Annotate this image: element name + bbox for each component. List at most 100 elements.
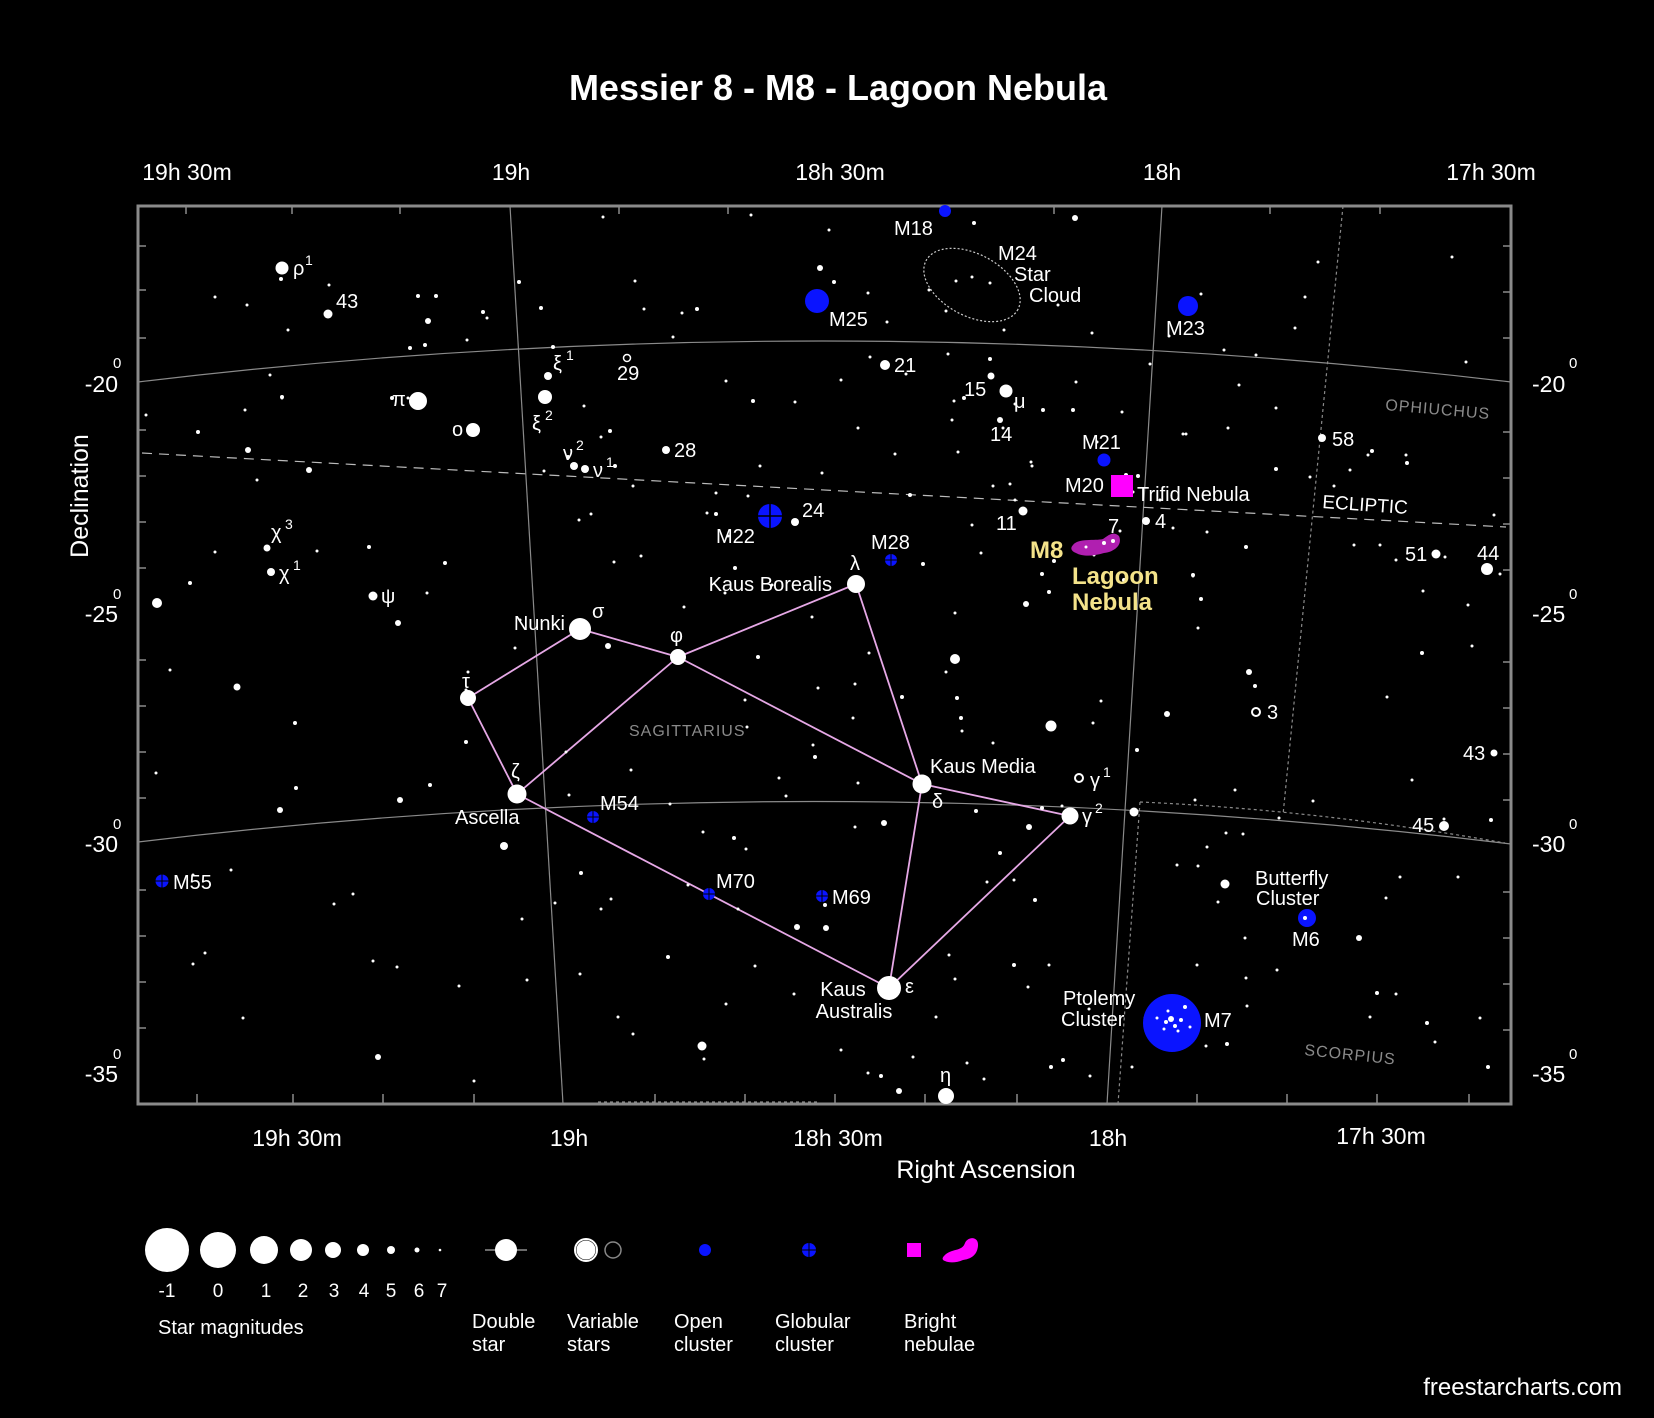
legend-variable-star-ring (574, 1238, 598, 1262)
star-kaus-media (912, 774, 932, 794)
m6-member-star (1303, 916, 1307, 920)
dec-tick-left: -35 (85, 1061, 118, 1087)
boundary-line (1139, 801, 1506, 844)
legend-mag-label: 3 (329, 1281, 340, 1302)
star-43b (1490, 749, 1498, 757)
legend-mag-label: 4 (359, 1281, 370, 1302)
bright-nebula-m8 (1071, 533, 1120, 556)
label-ascella: Ascella (455, 807, 520, 829)
legend-open-1: Open (674, 1311, 723, 1333)
bottom-ra-tick: 19h 30m (252, 1125, 342, 1151)
label-phi: φ (670, 625, 683, 647)
star-chi1 (267, 568, 275, 576)
label-m23: M23 (1166, 318, 1205, 340)
legend-bright-nebula-shape-icon (942, 1238, 979, 1263)
star-pi (409, 392, 427, 410)
open-cluster-m18 (939, 205, 951, 217)
globular-cluster-m22 (758, 504, 782, 528)
label-58: 58 (1332, 429, 1354, 451)
star-rho1 (275, 261, 289, 275)
label-44: 44 (1477, 543, 1499, 565)
star-11 (1018, 506, 1028, 516)
star-44 (1481, 563, 1493, 575)
globular-cluster-m69 (816, 890, 828, 902)
m8-member-star (1102, 541, 1106, 545)
top-ra-tick: 18h (1143, 159, 1181, 185)
star-large (1129, 807, 1139, 817)
label-51: 51 (1405, 544, 1427, 566)
dec-labels: -20 0 -25 0 -30 0 -35 0 -20 0 -25 0 -30 … (85, 355, 1578, 1087)
label-21: 21 (894, 355, 916, 377)
legend-globular-1: Globular (775, 1311, 851, 1333)
legend-star-magnitudes: Star magnitudes (158, 1317, 304, 1339)
m8-member-star (1111, 539, 1115, 543)
star-nu2 (570, 462, 578, 470)
star-4 (1142, 517, 1150, 525)
label-m7: M7 (1204, 1010, 1232, 1032)
target-name-line1: Lagoon (1072, 563, 1159, 590)
label-m54: M54 (600, 793, 639, 815)
bottom-ra-tick: 19h (550, 1125, 588, 1151)
top-ra-tick: 18h 30m (795, 159, 885, 185)
label-m69: M69 (832, 887, 871, 909)
label-chi1: χ (279, 563, 290, 585)
chart-frame (136, 204, 1513, 1106)
open-cluster-m21 (1097, 453, 1111, 467)
dec-line-minus20 (137, 340, 1512, 383)
star-14 (997, 417, 1003, 423)
label-43b: 43 (1463, 743, 1485, 765)
label-kaus-borealis: Kaus Borealis (709, 574, 832, 596)
label-nu1: ν (593, 460, 603, 482)
target-name-line2: Nebula (1072, 589, 1153, 616)
star-large (500, 842, 508, 850)
label-11: 11 (996, 513, 1017, 535)
m8-member-star (1084, 545, 1088, 549)
constellation-sagittarius: Sagittarius (629, 723, 746, 740)
label-45: 45 (1412, 815, 1434, 837)
star-kaus-australis (877, 976, 901, 1000)
ecliptic-line (141, 452, 1507, 528)
label-xi1-sup: 1 (566, 347, 574, 363)
label-m20: M20 (1065, 475, 1104, 497)
frame-ticks (138, 206, 1511, 1104)
top-ra-tick: 19h 30m (142, 159, 232, 185)
star-large (697, 1041, 707, 1051)
legend-variable-2: stars (567, 1334, 610, 1356)
open-cluster-m7 (1143, 994, 1201, 1052)
legend-mag-label: 2 (298, 1281, 309, 1302)
star-tau (460, 690, 476, 706)
legend-globular-cluster-icon (802, 1243, 816, 1257)
label-psi: ψ (381, 586, 395, 608)
label-3: 3 (1267, 702, 1278, 724)
top-ra-labels: 19h 30m 19h 18h 30m 18h 17h 30m (142, 159, 1536, 185)
bottom-ra-tick: 18h (1089, 1125, 1127, 1151)
legend-globular-2: cluster (775, 1334, 834, 1356)
star-nu1 (581, 465, 589, 473)
label-gamma2: γ (1082, 806, 1092, 828)
star-psi (368, 591, 378, 601)
label-gamma2-sup: 2 (1095, 800, 1103, 816)
credit-link[interactable]: freestarcharts.com (1423, 1374, 1622, 1401)
label-lambda: λ (850, 553, 860, 575)
label-rho1-sup: 1 (305, 252, 313, 268)
bottom-ra-tick: 18h 30m (793, 1125, 883, 1151)
star-large-butterfly-area (1220, 879, 1230, 889)
label-xi2: ξ (532, 413, 541, 435)
label-nu2-sup: 2 (576, 437, 584, 453)
star-15 (987, 372, 995, 380)
star-xi2 (538, 390, 552, 404)
legend-variable-1: Variable (567, 1311, 639, 1333)
label-m25: M25 (829, 309, 868, 331)
star-28 (662, 446, 670, 454)
label-kaus-australis-2: Australis (816, 1001, 893, 1023)
dec-tick-sup: 0 (113, 1046, 121, 1063)
legend-mag-label: 6 (414, 1281, 425, 1302)
label-m70: M70 (716, 871, 755, 893)
target-code: M8 (1030, 537, 1063, 564)
dec-tick-left: -20 (85, 371, 118, 397)
label-nu2: ν (563, 443, 573, 465)
label-rho1: ρ (293, 258, 304, 280)
label-m24-1: M24 (998, 243, 1037, 265)
label-omicron: ο (452, 419, 463, 441)
legend-double-2: star (472, 1334, 506, 1356)
